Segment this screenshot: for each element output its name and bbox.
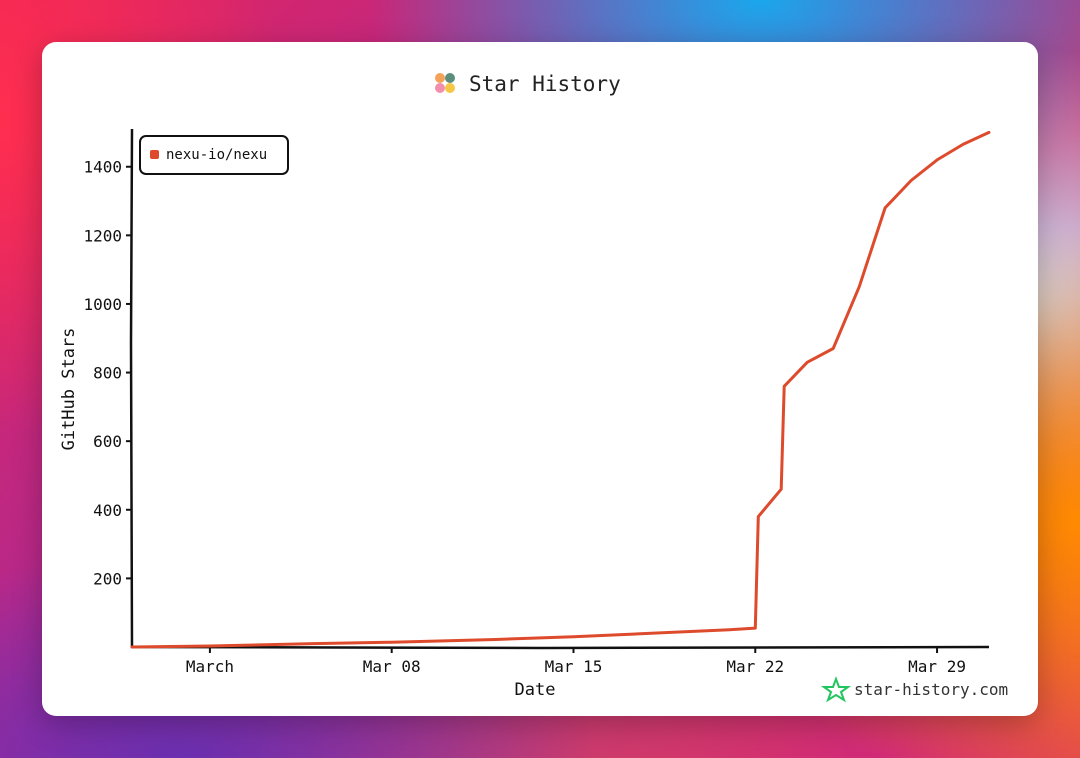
logo-dot-1 bbox=[435, 73, 445, 83]
chart-title-group: Star History bbox=[435, 72, 621, 96]
legend-entry-label: nexu-io/nexu bbox=[166, 147, 267, 163]
chart-title: Star History bbox=[469, 72, 621, 96]
x-tick-group: March Mar 08 Mar 15 Mar 22 Mar 29 bbox=[186, 647, 966, 676]
star-history-chart: Star History 200 400 600 800 1000 1200 1400 Ma… bbox=[59, 72, 1008, 703]
brand-text: star-history.com bbox=[854, 680, 1008, 699]
logo-dot-4 bbox=[445, 83, 455, 93]
legend-box bbox=[139, 135, 289, 175]
y-tick-label: 600 bbox=[93, 432, 122, 451]
legend: nexu-io/nexu bbox=[139, 135, 289, 175]
x-tick-label: Mar 08 bbox=[363, 657, 421, 676]
logo-dot-3 bbox=[435, 83, 445, 93]
x-axis-line bbox=[130, 645, 990, 650]
y-tick-label: 1200 bbox=[83, 226, 122, 245]
y-tick-label: 800 bbox=[93, 364, 122, 383]
y-tick-group: 200 400 600 800 1000 1200 1400 bbox=[83, 158, 132, 588]
series-line-nexu-io-nexu bbox=[130, 130, 991, 649]
x-tick-label: Mar 22 bbox=[726, 657, 784, 676]
chart-card: Star History 200 400 600 800 1000 1200 1400 Ma… bbox=[42, 42, 1038, 716]
y-axis-label: GitHub Stars bbox=[59, 328, 79, 451]
x-tick-label: Mar 29 bbox=[908, 657, 966, 676]
y-tick-label: 1000 bbox=[83, 295, 122, 314]
y-tick-label: 1400 bbox=[83, 158, 122, 177]
star-history-logo-icon bbox=[435, 73, 455, 93]
logo-dot-2 bbox=[445, 73, 455, 83]
x-tick-label: Mar 15 bbox=[545, 657, 603, 676]
brand-watermark: star-history.com bbox=[820, 676, 1008, 703]
legend-swatch bbox=[150, 150, 159, 159]
x-tick-label: March bbox=[186, 657, 234, 676]
y-axis-line bbox=[129, 128, 134, 649]
y-tick-label: 200 bbox=[93, 569, 122, 588]
y-tick-label: 400 bbox=[93, 501, 122, 520]
star-history-icon bbox=[820, 676, 852, 703]
x-axis-label: Date bbox=[515, 680, 556, 700]
